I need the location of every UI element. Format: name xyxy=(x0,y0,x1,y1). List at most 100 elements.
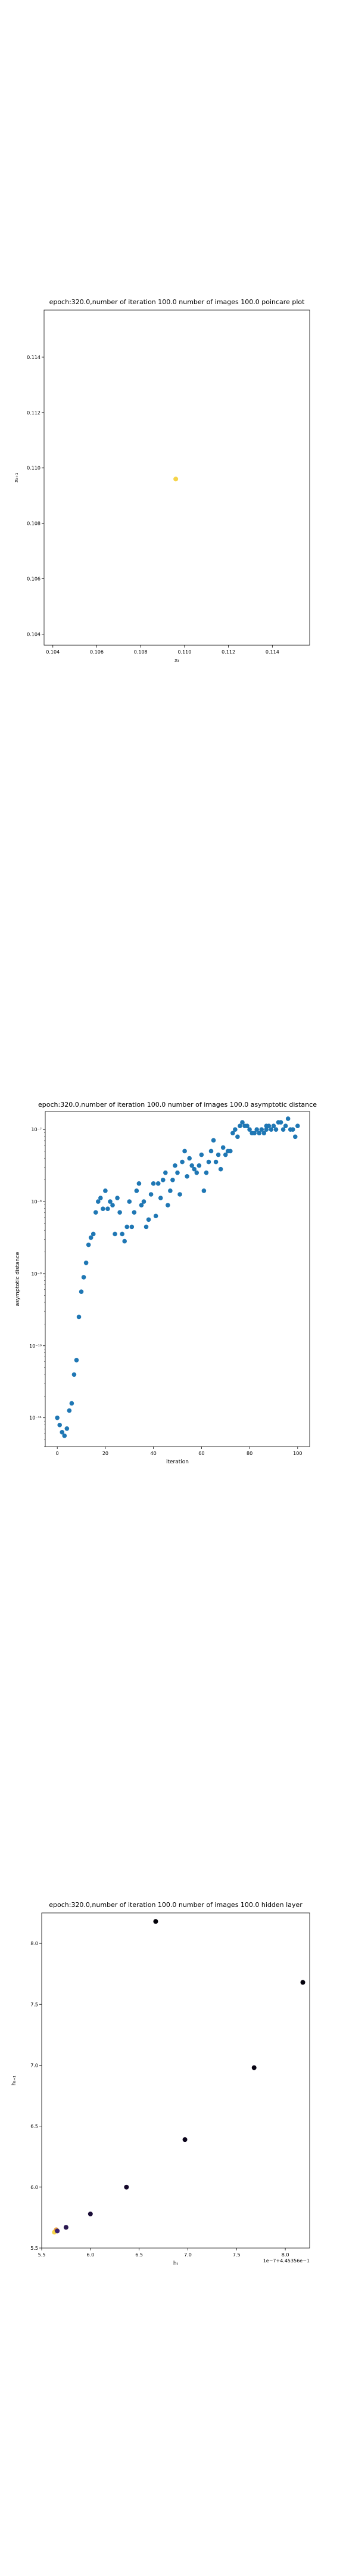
y-tick-label: 7.5 xyxy=(30,2002,38,2007)
poincare-plot: epoch:320.0,number of iteration 100.0 nu… xyxy=(14,298,310,664)
y-axis-label: xₜ₊₁ xyxy=(14,472,20,482)
x-tick-label: 20 xyxy=(102,1451,108,1456)
x-tick-label: 40 xyxy=(151,1451,157,1456)
data-point xyxy=(173,1163,177,1168)
data-point xyxy=(252,1131,257,1136)
plot-frame xyxy=(41,1912,310,2249)
data-point xyxy=(216,1152,221,1157)
data-point xyxy=(60,1430,65,1435)
data-point xyxy=(230,1131,235,1136)
x-tick-label: 80 xyxy=(247,1451,252,1456)
data-point xyxy=(271,1123,276,1128)
data-point xyxy=(76,1314,82,1320)
x-tick-label: 0.112 xyxy=(222,649,235,655)
data-point xyxy=(199,1152,204,1157)
data-point xyxy=(110,1203,115,1208)
x-tick-label: 8.0 xyxy=(282,2252,289,2258)
x-tick-label: 6.0 xyxy=(86,2252,94,2258)
data-point xyxy=(290,1127,295,1132)
data-point xyxy=(105,1206,110,1211)
data-point xyxy=(57,1422,63,1428)
data-point xyxy=(153,1919,158,1924)
data-point xyxy=(235,1134,240,1140)
y-tick-label: 10⁻¹¹ xyxy=(29,1416,42,1421)
data-point xyxy=(55,2228,60,2234)
data-point xyxy=(139,1203,144,1208)
plot-frame xyxy=(43,309,310,646)
data-point xyxy=(175,1170,180,1175)
data-point xyxy=(223,1152,228,1157)
data-point xyxy=(204,1170,209,1175)
data-point xyxy=(96,1199,101,1204)
y-tick-label: 0.112 xyxy=(27,410,40,416)
x-axis-label: hₜ xyxy=(173,2261,179,2267)
data-point xyxy=(233,1127,238,1132)
data-point xyxy=(280,1127,286,1132)
data-point xyxy=(81,1275,86,1280)
data-point xyxy=(124,1224,130,1230)
plot-frame xyxy=(45,1111,310,1447)
data-point xyxy=(151,1181,156,1186)
y-tick-label: 10⁻¹⁰ xyxy=(29,1343,42,1349)
data-point xyxy=(259,1127,264,1132)
data-point xyxy=(117,1210,122,1215)
data-point xyxy=(208,1148,214,1154)
data-point xyxy=(134,1188,139,1193)
data-point xyxy=(197,1163,202,1168)
data-point xyxy=(122,1239,127,1244)
data-point xyxy=(206,1159,211,1165)
x-tick-label: 0.110 xyxy=(177,649,191,655)
y-axis-label: asymptotic distance xyxy=(15,1252,21,1306)
data-point xyxy=(71,1372,77,1377)
data-point xyxy=(189,1163,195,1168)
data-point xyxy=(201,1188,207,1193)
data-point xyxy=(182,1148,187,1154)
data-point xyxy=(88,2211,93,2216)
data-point xyxy=(257,1131,262,1136)
data-point xyxy=(238,1123,242,1128)
x-axis-label: iteration xyxy=(166,1459,189,1465)
data-point xyxy=(141,1199,146,1204)
y-tick-label: 10⁻⁹ xyxy=(31,1271,42,1277)
data-point xyxy=(160,1178,166,1182)
chart-title: epoch:320.0,number of iteration 100.0 nu… xyxy=(49,1901,303,1909)
data-point xyxy=(213,1159,219,1165)
x-tick-label: 100 xyxy=(293,1451,302,1456)
y-tick-label: 0.108 xyxy=(27,521,40,527)
data-point xyxy=(187,1156,192,1161)
data-point xyxy=(132,1210,137,1215)
data-point xyxy=(79,1289,84,1294)
data-point xyxy=(115,1196,120,1200)
data-point xyxy=(266,1123,272,1128)
data-point xyxy=(63,2225,68,2230)
data-point xyxy=(101,1206,105,1211)
data-point xyxy=(285,1116,291,1121)
data-point xyxy=(120,1231,124,1237)
data-point xyxy=(158,1196,163,1200)
data-point xyxy=(278,1120,283,1125)
data-point xyxy=(64,1426,70,1431)
data-point xyxy=(269,1127,274,1132)
data-point xyxy=(67,1408,72,1413)
data-point xyxy=(91,1231,96,1237)
x-tick-label: 0.104 xyxy=(46,649,60,655)
data-point xyxy=(273,1127,279,1132)
data-point xyxy=(124,2184,129,2190)
data-point xyxy=(86,1242,91,1247)
data-point xyxy=(182,2137,188,2142)
data-point xyxy=(163,1170,168,1175)
data-point xyxy=(218,1166,223,1172)
y-tick-label: 7.0 xyxy=(30,2063,38,2068)
data-point xyxy=(283,1123,288,1128)
x-tick-label: 7.5 xyxy=(233,2252,241,2258)
data-point xyxy=(177,1192,182,1197)
x-tick-label: 0.106 xyxy=(90,649,104,655)
data-point xyxy=(170,1178,175,1182)
y-tick-label: 6.0 xyxy=(30,2185,38,2190)
data-point xyxy=(254,1127,260,1132)
data-point xyxy=(295,1123,300,1128)
data-point xyxy=(211,1138,216,1143)
data-point xyxy=(148,1192,154,1197)
data-point xyxy=(62,1433,67,1438)
